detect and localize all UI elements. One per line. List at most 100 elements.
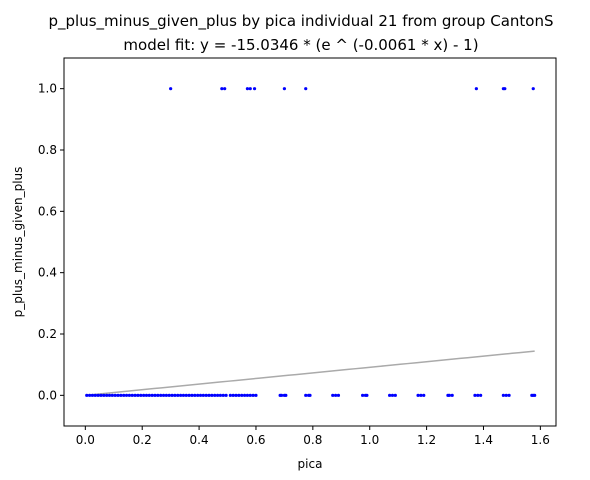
- data-point: [416, 393, 420, 397]
- x-tick-label: 1.6: [531, 433, 550, 447]
- data-point: [179, 393, 183, 397]
- data-point: [119, 393, 123, 397]
- data-point: [308, 393, 312, 397]
- y-tick-label: 0.0: [38, 388, 57, 402]
- data-point: [231, 393, 235, 397]
- fit-line-layer: [86, 350, 535, 396]
- data-point: [252, 87, 257, 91]
- data-point: [507, 393, 511, 397]
- data-point: [93, 393, 97, 397]
- data-point: [242, 393, 247, 397]
- y-tick-label: 0.8: [38, 143, 57, 157]
- data-point: [184, 393, 188, 397]
- data-point: [501, 393, 505, 397]
- data-point: [87, 393, 92, 397]
- data-point: [201, 393, 205, 397]
- data-point: [153, 393, 157, 397]
- x-tick-label: 1.4: [474, 433, 493, 447]
- data-point: [176, 393, 180, 397]
- data-point: [476, 393, 480, 397]
- data-point: [99, 393, 103, 397]
- x-tick-label: 1.0: [360, 433, 379, 447]
- data-point: [142, 393, 146, 397]
- data-point: [170, 393, 174, 397]
- data-point: [336, 393, 341, 397]
- x-tick-label: 0.8: [303, 433, 322, 447]
- data-point: [147, 393, 151, 397]
- data-point: [116, 393, 120, 397]
- data-point: [133, 393, 137, 397]
- data-point: [304, 393, 308, 397]
- y-axis: 0.0 0.2 0.4 0.6 0.8 1.0: [38, 82, 64, 402]
- data-point: [196, 393, 200, 397]
- data-point: [234, 393, 238, 397]
- data-point: [479, 393, 483, 397]
- data-point: [96, 393, 100, 397]
- data-point: [388, 393, 392, 397]
- data-point: [220, 87, 224, 91]
- x-tick-label: 0.2: [133, 433, 152, 447]
- y-tick-label: 0.4: [38, 266, 57, 280]
- data-point: [139, 393, 143, 397]
- x-tick-label: 0.6: [246, 433, 265, 447]
- data-point: [304, 87, 308, 91]
- data-point: [473, 393, 477, 397]
- data-point: [245, 87, 250, 91]
- data-point: [361, 393, 365, 397]
- data-point: [198, 393, 203, 397]
- data-point: [107, 393, 112, 397]
- x-axis: 0.0 0.2 0.4 0.6 0.8 1.0 1.2 1.4 1.6: [76, 426, 550, 447]
- data-point: [136, 393, 140, 397]
- data-point: [284, 393, 288, 397]
- data-point: [169, 87, 173, 91]
- data-point: [102, 393, 106, 397]
- data-point: [254, 393, 258, 397]
- data-point: [124, 393, 129, 397]
- data-point: [173, 393, 177, 397]
- data-point: [90, 393, 95, 397]
- data-point: [167, 393, 171, 397]
- data-point: [503, 87, 507, 91]
- data-point: [450, 393, 454, 397]
- data-point: [504, 393, 508, 397]
- chart-title: p_plus_minus_given_plus by pica individu…: [49, 12, 554, 31]
- data-point: [251, 393, 255, 397]
- data-point: [228, 393, 232, 397]
- data-point: [187, 393, 191, 397]
- data-point: [393, 393, 397, 397]
- data-point: [279, 393, 284, 397]
- data-point: [218, 393, 223, 397]
- chart-subtitle: model fit: y = -15.0346 * (e ^ (-0.0061 …: [123, 36, 478, 54]
- data-point: [331, 393, 335, 397]
- data-point: [248, 393, 252, 397]
- data-point: [210, 393, 214, 397]
- y-tick-label: 0.2: [38, 327, 57, 341]
- data-point: [127, 393, 132, 397]
- y-axis-label: p_plus_minus_given_plus: [11, 167, 25, 318]
- data-point: [144, 393, 149, 397]
- x-axis-label: pica: [298, 457, 323, 471]
- data-point: [221, 393, 225, 397]
- data-point: [159, 393, 163, 397]
- data-point: [204, 393, 208, 397]
- data-point: [213, 393, 217, 397]
- data-point: [390, 393, 395, 397]
- data-point: [223, 87, 227, 91]
- data-point: [282, 87, 287, 91]
- data-point: [150, 393, 154, 397]
- y-tick-label: 0.6: [38, 204, 57, 218]
- data-point: [156, 393, 160, 397]
- data-point: [193, 393, 197, 397]
- fit-line: [86, 350, 535, 396]
- data-point: [113, 393, 117, 397]
- y-tick-label: 1.0: [38, 82, 57, 96]
- data-point: [130, 393, 134, 397]
- data-point: [207, 393, 211, 397]
- data-point: [447, 393, 451, 397]
- data-point: [122, 393, 126, 397]
- data-point: [474, 87, 478, 91]
- data-point: [419, 393, 423, 397]
- data-point: [245, 393, 250, 397]
- plot-frame: [63, 57, 557, 427]
